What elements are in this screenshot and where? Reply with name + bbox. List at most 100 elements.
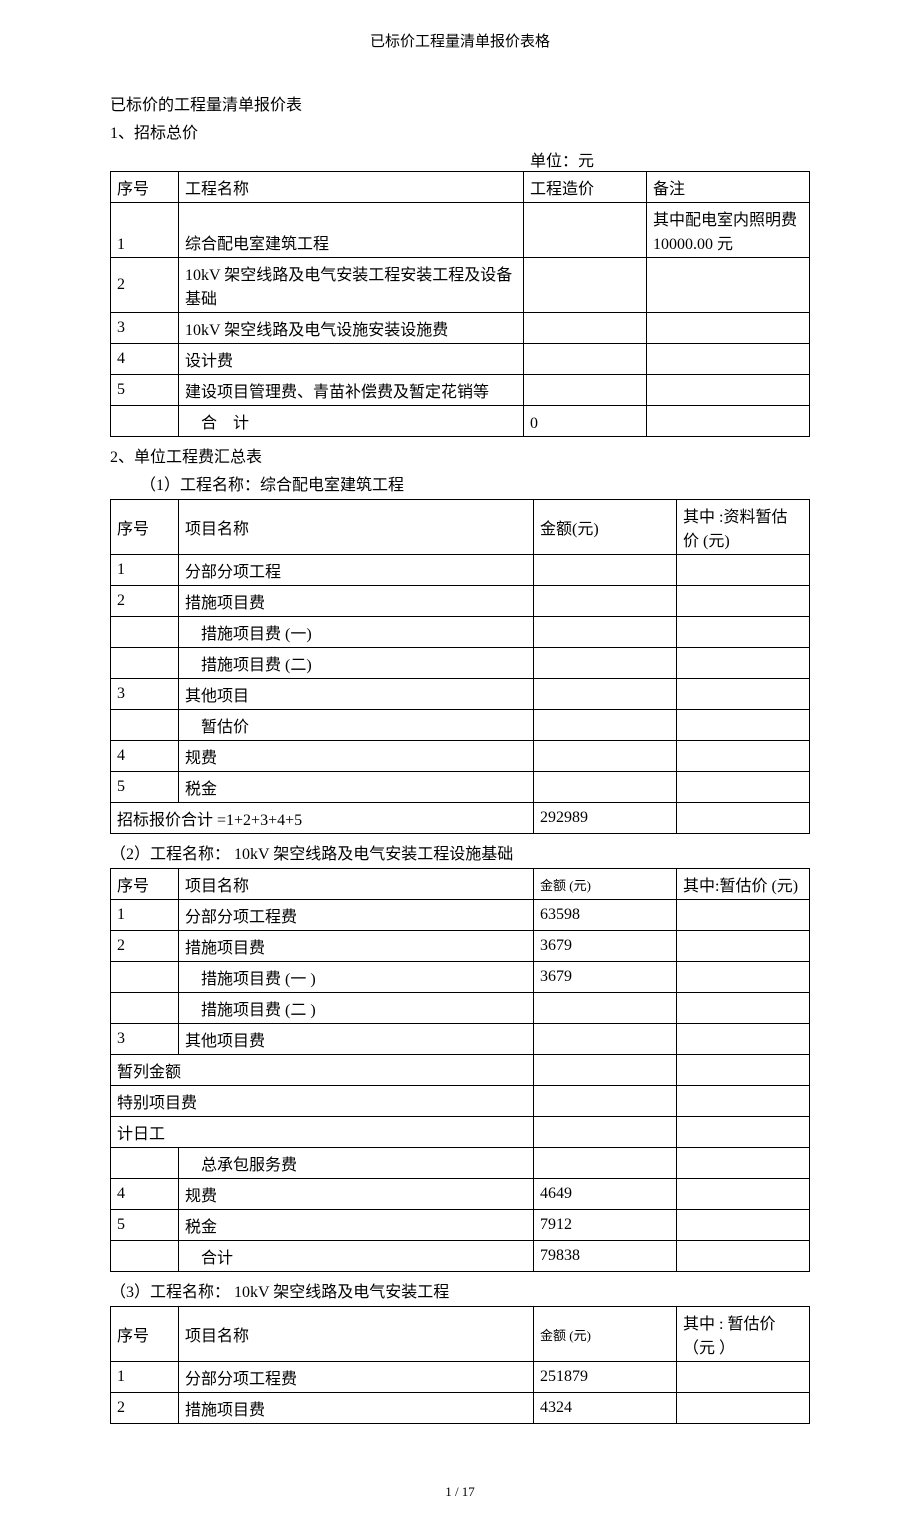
cell-note	[677, 1148, 810, 1179]
cell-name: 税金	[179, 1210, 534, 1241]
cell-amt	[534, 710, 677, 741]
cell-span: 暂列金额	[111, 1055, 534, 1086]
section2-sub2-heading: （2）工程名称： 10kV 架空线路及电气安装工程设施基础	[110, 840, 810, 864]
col-amt: 金额 (元)	[534, 1307, 677, 1362]
cell-seq: 5	[111, 1210, 179, 1241]
cell-name: 分部分项工程费	[179, 1362, 534, 1393]
cell-seq	[111, 1148, 179, 1179]
col-name: 项目名称	[179, 1307, 534, 1362]
table-row: 5 建设项目管理费、青苗补偿费及暂定花销等	[111, 375, 810, 406]
table-header-row: 序号 工程名称 工程造价 备注	[111, 172, 810, 203]
cell-name: 综合配电室建筑工程	[179, 203, 524, 258]
cell-name: 10kV 架空线路及电气设施安装设施费	[179, 313, 524, 344]
cell-amt: 3679	[534, 931, 677, 962]
col-note: 其中 :资料暂估价 (元)	[677, 500, 810, 555]
cell-note	[647, 344, 810, 375]
cell-note	[677, 962, 810, 993]
table-header-row: 序号 项目名称 金额 (元) 其中:暂估价 (元)	[111, 869, 810, 900]
cell-name: 措施项目费 (一)	[179, 617, 534, 648]
cell-amt: 4324	[534, 1393, 677, 1424]
cell-name: 其他项目	[179, 679, 534, 710]
cell-note	[677, 1393, 810, 1424]
table-row: 5税金7912	[111, 1210, 810, 1241]
table-section2-sub2: 序号 项目名称 金额 (元) 其中:暂估价 (元) 1分部分项工程费63598 …	[110, 868, 810, 1272]
table-row: 措施项目费 (二)	[111, 648, 810, 679]
cell-seq: 3	[111, 313, 179, 344]
cell-amt	[524, 203, 647, 258]
table-row: 合计79838	[111, 1241, 810, 1272]
cell-seq: 5	[111, 375, 179, 406]
table-row: 1分部分项工程费63598	[111, 900, 810, 931]
cell-amt: 3679	[534, 962, 677, 993]
col-seq: 序号	[111, 869, 179, 900]
cell-amt	[534, 1024, 677, 1055]
cell-amt	[534, 741, 677, 772]
cell-seq	[111, 993, 179, 1024]
cell-note	[677, 1024, 810, 1055]
cell-amt: 251879	[534, 1362, 677, 1393]
col-name: 项目名称	[179, 500, 534, 555]
cell-amt	[534, 679, 677, 710]
cell-name: 规费	[179, 1179, 534, 1210]
cell-note	[677, 772, 810, 803]
doc-header: 已标价工程量清单报价表格	[110, 30, 810, 51]
cell-name: 措施项目费	[179, 586, 534, 617]
cell-name: 总承包服务费	[179, 1148, 534, 1179]
cell-seq: 2	[111, 1393, 179, 1424]
table-row: 5税金	[111, 772, 810, 803]
cell-seq: 2	[111, 586, 179, 617]
cell-name: 分部分项工程	[179, 555, 534, 586]
table-row: 特别项目费	[111, 1086, 810, 1117]
cell-total-label: 合 计	[179, 406, 524, 437]
table-row: 3其他项目费	[111, 1024, 810, 1055]
cell-note	[677, 803, 810, 834]
cell-amt	[534, 1086, 677, 1117]
col-note: 备注	[647, 172, 810, 203]
cell-name: 措施项目费 (一 )	[179, 962, 534, 993]
cell-note	[677, 679, 810, 710]
cell-amt	[534, 993, 677, 1024]
cell-amt	[534, 648, 677, 679]
cell-amt	[524, 375, 647, 406]
table-row: 1 综合配电室建筑工程 其中配电室内照明费 10000.00 元	[111, 203, 810, 258]
cell-seq	[111, 617, 179, 648]
table-row: 4 设计费	[111, 344, 810, 375]
cell-note	[647, 313, 810, 344]
cell-note	[677, 931, 810, 962]
cell-total-label: 招标报价合计 =1+2+3+4+5	[111, 803, 534, 834]
cell-note	[677, 1210, 810, 1241]
cell-note	[677, 617, 810, 648]
cell-total-amt: 292989	[534, 803, 677, 834]
cell-note	[677, 1179, 810, 1210]
section1-heading: 1、招标总价	[110, 119, 810, 143]
table-row: 2措施项目费4324	[111, 1393, 810, 1424]
cell-note	[647, 258, 810, 313]
cell-name: 设计费	[179, 344, 524, 375]
table-total-row: 合 计 0	[111, 406, 810, 437]
cell-seq: 1	[111, 555, 179, 586]
table-row: 措施项目费 (一)	[111, 617, 810, 648]
cell-amt: 7912	[534, 1210, 677, 1241]
table-row: 措施项目费 (一 )3679	[111, 962, 810, 993]
col-seq: 序号	[111, 500, 179, 555]
table-header-row: 序号 项目名称 金额(元) 其中 :资料暂估价 (元)	[111, 500, 810, 555]
cell-note	[677, 1362, 810, 1393]
cell-note	[677, 555, 810, 586]
table-row: 3其他项目	[111, 679, 810, 710]
cell-amt	[534, 1148, 677, 1179]
table-row: 暂估价	[111, 710, 810, 741]
cell-name: 措施项目费	[179, 1393, 534, 1424]
cell-amt	[524, 258, 647, 313]
section2-sub3-heading: （3）工程名称： 10kV 架空线路及电气安装工程	[110, 1278, 810, 1302]
cell-name: 10kV 架空线路及电气安装工程安装工程及设备基础	[179, 258, 524, 313]
cell-total-amt: 0	[524, 406, 647, 437]
table-row: 1分部分项工程	[111, 555, 810, 586]
table-row: 暂列金额	[111, 1055, 810, 1086]
cell-seq: 3	[111, 1024, 179, 1055]
section2-sub1-heading: （1）工程名称：综合配电室建筑工程	[140, 471, 810, 495]
cell-name: 合计	[179, 1241, 534, 1272]
cell-amt	[534, 772, 677, 803]
col-note: 其中 : 暂估价（元 ）	[677, 1307, 810, 1362]
cell-amt	[524, 344, 647, 375]
cell-name: 建设项目管理费、青苗补偿费及暂定花销等	[179, 375, 524, 406]
